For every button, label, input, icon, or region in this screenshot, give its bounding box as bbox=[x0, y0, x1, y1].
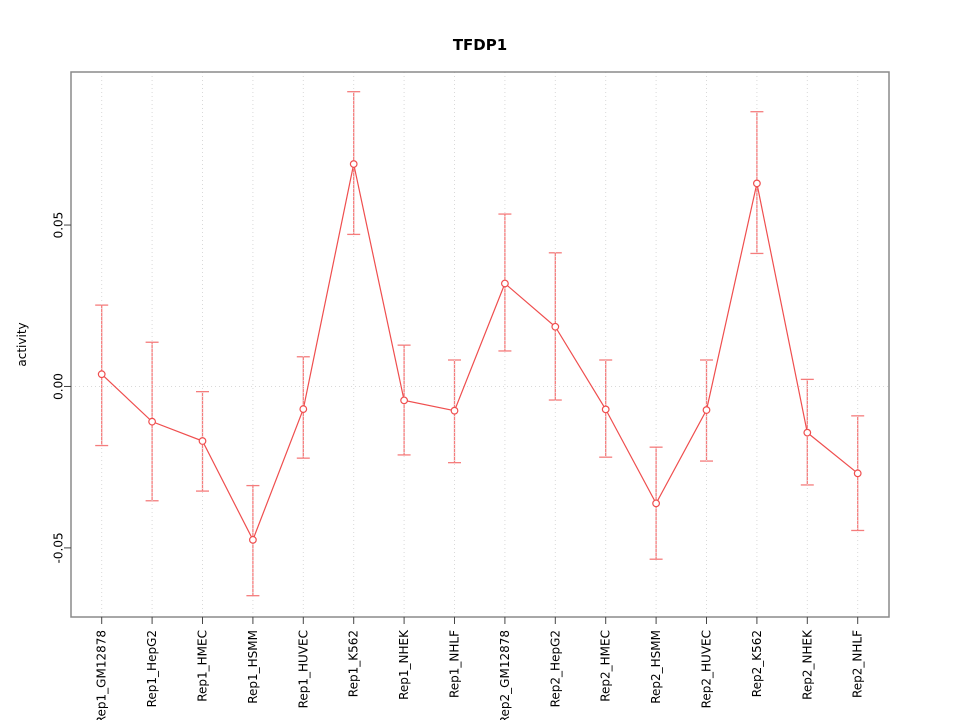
x-tick-label: Rep1_HepG2 bbox=[145, 630, 159, 707]
data-point bbox=[97, 370, 106, 379]
data-point bbox=[853, 469, 862, 478]
data-point bbox=[652, 499, 660, 508]
x-tick-label: Rep1_HSMM bbox=[246, 630, 260, 704]
data-point bbox=[148, 417, 157, 426]
data-point bbox=[349, 160, 358, 168]
x-tick-label: Rep2_NHEK bbox=[800, 629, 814, 700]
axes-layer: 0.05 0.00 -0.05 Rep1_GM12878 Rep1_HepG2 Rep1_… bbox=[52, 71, 890, 720]
series-layer bbox=[97, 160, 862, 544]
data-point bbox=[803, 428, 812, 437]
data-point bbox=[198, 437, 207, 445]
plot-border bbox=[70, 71, 890, 618]
error-bars-layer bbox=[95, 91, 865, 597]
x-tick-label: Rep1_GM12878 bbox=[95, 630, 109, 720]
y-axis-title: activity bbox=[15, 322, 29, 366]
data-point bbox=[551, 322, 560, 331]
x-tick-label: Rep1_NHEK bbox=[397, 629, 411, 700]
data-point bbox=[299, 405, 308, 413]
x-tick-label: Rep1_HUVEC bbox=[296, 630, 310, 708]
gridlines-layer bbox=[71, 72, 889, 617]
x-tick-label: Rep1_K562 bbox=[347, 630, 361, 697]
chart-title: TFDP1 bbox=[452, 36, 508, 54]
x-tick-label: Rep1_HMEC bbox=[196, 630, 210, 702]
x-tick-label: Rep2_GM12878 bbox=[498, 630, 512, 720]
y-tick-label: 0.05 bbox=[52, 212, 66, 239]
x-tick-label: Rep2_HUVEC bbox=[700, 630, 714, 708]
x-tick-label: Rep2_HepG2 bbox=[548, 630, 562, 707]
data-point bbox=[753, 179, 761, 188]
data-point bbox=[248, 535, 257, 544]
x-tick-label: Rep1_NHLF bbox=[448, 630, 462, 698]
x-tick-label: Rep2_HMEC bbox=[599, 630, 613, 702]
data-point bbox=[450, 406, 459, 415]
data-point bbox=[501, 279, 509, 288]
y-tick-label: 0.00 bbox=[52, 373, 66, 400]
data-point bbox=[601, 405, 610, 414]
x-tick-label: Rep2_K562 bbox=[750, 630, 764, 697]
data-point bbox=[400, 396, 409, 405]
y-tick-label: -0.05 bbox=[52, 532, 66, 563]
series-line bbox=[101, 163, 859, 542]
data-point bbox=[702, 406, 711, 414]
x-tick-label: Rep2_NHLF bbox=[851, 630, 865, 698]
x-tick-label: Rep2_HSMM bbox=[649, 630, 663, 704]
